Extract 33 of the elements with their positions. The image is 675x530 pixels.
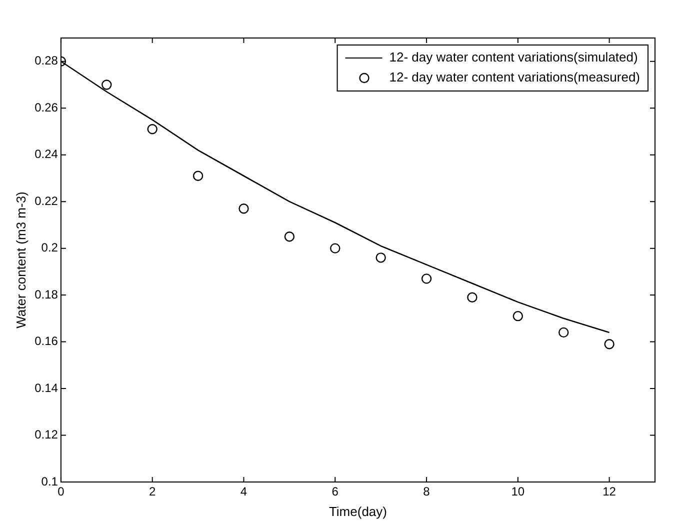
point	[421, 274, 432, 284]
y-tick-label: 0.16	[34, 334, 58, 348]
y-tick-label: 0.26	[34, 100, 58, 114]
point	[558, 327, 569, 338]
y-tick-label: 0.12	[34, 428, 58, 442]
legend-label: 12- day water content variations(measured)	[389, 70, 640, 85]
y-tick-label: 0.14	[34, 380, 58, 395]
y-tick-label: 0.24	[34, 147, 58, 162]
point	[330, 243, 340, 254]
point	[512, 310, 524, 322]
point	[376, 252, 386, 263]
x-tick-label: 12	[602, 484, 616, 499]
y-tick-label: 0.28	[34, 54, 58, 68]
x-tick-label: 6	[332, 484, 339, 499]
point	[467, 292, 478, 302]
x-tick-label: 8	[423, 484, 430, 499]
y-tick-label: 0.22	[34, 194, 58, 208]
point	[238, 203, 249, 214]
x-tick-label: 10	[511, 484, 525, 499]
y-axis-title: Water content (m3 m-3)	[13, 192, 28, 328]
x-axis-title: Time(day)	[328, 504, 387, 519]
x-tick-label: 2	[149, 484, 156, 499]
legend-label: 12- day water content variations(simulated)	[389, 50, 638, 65]
y-tick-label: 0.18	[34, 287, 58, 302]
point	[102, 80, 112, 90]
point	[604, 339, 614, 350]
point	[147, 124, 158, 134]
y-tick-label: 0.1	[41, 474, 58, 488]
x-tick-label: 4	[240, 484, 248, 499]
point	[192, 170, 204, 181]
point	[284, 232, 295, 242]
y-tick-label: 0.2	[41, 240, 58, 255]
x-tick-label: 0	[58, 484, 65, 499]
